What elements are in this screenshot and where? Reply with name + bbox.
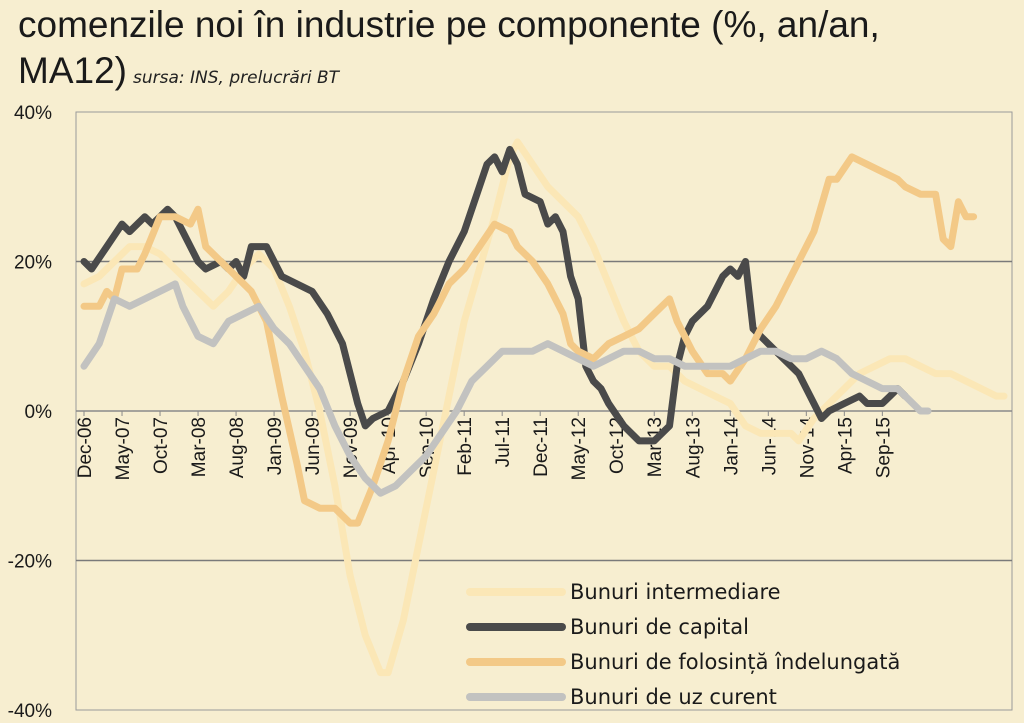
y-tick-label: 0% [25,402,53,423]
legend-label-capital: Bunuri de capital [570,615,749,639]
legend-label-uz_curent: Bunuri de uz curent [570,685,777,709]
chart-title-main: comenzile noi în industrie pe componente… [18,4,880,91]
x-tick-label: Mar-13 [645,417,666,477]
x-tick-label: Apr-15 [835,417,856,474]
y-tick-label: 20% [14,253,52,274]
x-tick-label: Mar-08 [189,417,210,477]
chart-title: comenzile noi în industrie pe componente… [18,2,1018,101]
y-tick-label: -20% [8,552,52,573]
x-tick-label: Oct-07 [151,417,172,474]
x-tick-label: Jan-09 [265,417,286,475]
x-tick-label: May-07 [113,417,134,480]
x-tick-label: Aug-08 [227,417,248,478]
x-tick-label: Feb-11 [455,417,476,476]
x-tick-label: Jul-11 [493,417,514,467]
series-line-folosinta [80,153,978,527]
legend-label-intermediare: Bunuri intermediare [570,580,781,604]
x-tick-label: May-12 [569,417,590,480]
x-tick-label: Dec-11 [531,417,552,477]
x-tick-label: Dec-06 [75,417,96,478]
x-tick-label: Oct-12 [607,417,628,474]
series-line-uz_curent [80,280,932,497]
x-tick-label: Sep-15 [873,417,894,478]
chart-title-source: sursa: INS, prelucrări BT [132,68,339,88]
y-tick-label: 40% [14,103,52,124]
x-tick-label: Jun-14 [759,417,780,476]
x-tick-label: Jan-14 [721,417,742,476]
x-tick-label: Aug-13 [683,417,704,478]
legend-label-folosinta: Bunuri de folosință îndelungată [570,650,900,674]
x-tick-label: Jun-09 [303,417,324,475]
y-tick-label: -40% [8,701,52,722]
